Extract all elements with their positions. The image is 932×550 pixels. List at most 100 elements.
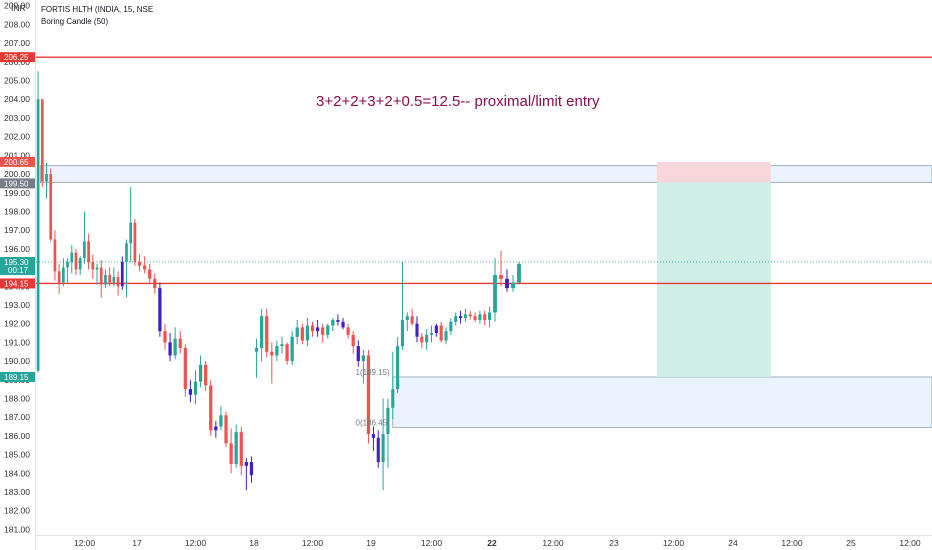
price-tick-label: 185.00 — [4, 450, 30, 460]
time-tick-label: 18 — [249, 538, 259, 548]
price-badge: 200.65 — [0, 156, 35, 167]
candle-body — [229, 443, 233, 464]
candle-body — [310, 325, 315, 332]
demand-supply-zone[interactable] — [40, 165, 932, 183]
time-tick-label: 12:00 — [302, 538, 324, 548]
candle — [40, 99, 44, 188]
target-box[interactable] — [656, 182, 771, 377]
candle-body — [405, 316, 409, 320]
candle — [310, 321, 315, 337]
candle — [66, 258, 69, 283]
candle-body — [183, 347, 187, 390]
candle-body — [300, 327, 304, 341]
position-tool-layer[interactable] — [656, 161, 771, 377]
price-tick-label: 182.00 — [4, 506, 30, 516]
candle — [351, 331, 355, 354]
candle-body — [454, 316, 458, 322]
annotation-note[interactable]: 3+2+2+3+2+0.5=12.5-- proximal/limit entr… — [316, 93, 600, 110]
candle-body — [434, 325, 438, 334]
price-badge-bg — [0, 178, 35, 189]
candle-body — [36, 99, 40, 371]
candle — [275, 340, 279, 362]
candle-body — [178, 338, 182, 348]
time-tick-label: 12:00 — [899, 538, 921, 548]
price-tick-label: 200.00 — [4, 169, 30, 179]
candle-body — [488, 312, 492, 320]
candle — [163, 323, 167, 350]
candle-body — [415, 323, 419, 337]
candle — [300, 323, 304, 345]
candle-body — [341, 321, 345, 328]
candle — [478, 310, 482, 324]
candle-body — [331, 319, 335, 326]
fib-level-label: 0(186.45) — [356, 418, 391, 427]
candle — [74, 248, 78, 276]
price-tick-label: 205.00 — [4, 76, 30, 86]
candle-body — [371, 434, 375, 438]
candle-body — [133, 222, 137, 262]
candle — [321, 323, 325, 343]
indicator-label[interactable]: Boring Candle (50) — [41, 17, 108, 26]
candle-body — [219, 415, 223, 427]
candle — [137, 254, 142, 272]
candle — [346, 323, 350, 339]
candle — [53, 230, 57, 281]
price-badge-label: 199.50 — [4, 179, 29, 188]
candle-body — [400, 319, 405, 347]
candle — [356, 340, 360, 367]
price-badge: 194.15 — [0, 278, 35, 289]
candle-body — [458, 316, 463, 319]
time-tick-label: 12:00 — [421, 538, 443, 548]
candle-body — [346, 327, 350, 335]
countdown-label: 00:17 — [8, 266, 29, 275]
candle-body — [386, 407, 390, 435]
time-tick-label: 12:00 — [781, 538, 803, 548]
time-tick-label: 12:00 — [74, 538, 96, 548]
candle-body — [83, 241, 86, 259]
candle-body — [91, 261, 95, 270]
candle-body — [463, 314, 467, 319]
candle — [391, 351, 395, 420]
candle-body — [505, 278, 509, 289]
candle-body — [517, 263, 521, 283]
candle-body — [188, 389, 193, 395]
candle-body — [326, 325, 330, 335]
time-axis[interactable]: 12:00 17 12:00 18 12:00 19 12:00 22 12:00 23 12:00… — [74, 538, 921, 548]
candle — [315, 319, 320, 337]
candle-body — [153, 278, 157, 289]
candle — [366, 349, 371, 444]
candle — [249, 456, 254, 483]
candle-body — [104, 275, 107, 285]
candle — [254, 338, 259, 378]
symbol-title[interactable]: FORTIS HLTH (INDIA, 15, NSE — [41, 5, 153, 14]
candle — [99, 260, 103, 298]
candle — [396, 336, 400, 393]
candle — [234, 424, 238, 468]
demand-supply-zone[interactable] — [392, 376, 932, 428]
stop-loss-box[interactable] — [656, 161, 771, 183]
candle-body — [239, 432, 243, 466]
candle — [468, 310, 472, 320]
candle — [488, 306, 492, 328]
candle — [229, 428, 233, 474]
candle-body — [244, 462, 248, 466]
candle-body — [148, 269, 152, 279]
candle — [62, 258, 65, 287]
candle — [214, 420, 218, 438]
candle — [209, 379, 213, 436]
candle — [511, 275, 515, 292]
candle-body — [381, 434, 385, 463]
candle — [153, 273, 157, 294]
candle — [376, 430, 380, 468]
price-tick-label: 186.00 — [4, 431, 30, 441]
candle-body — [265, 316, 269, 352]
candle-body — [336, 319, 340, 322]
price-badge: 199.50 — [0, 178, 35, 189]
candle-body — [468, 314, 472, 317]
price-tick-label: 192.00 — [4, 319, 30, 329]
candle — [173, 327, 177, 360]
candle-body — [129, 222, 133, 244]
candle-body — [234, 432, 238, 464]
candle — [91, 254, 95, 279]
